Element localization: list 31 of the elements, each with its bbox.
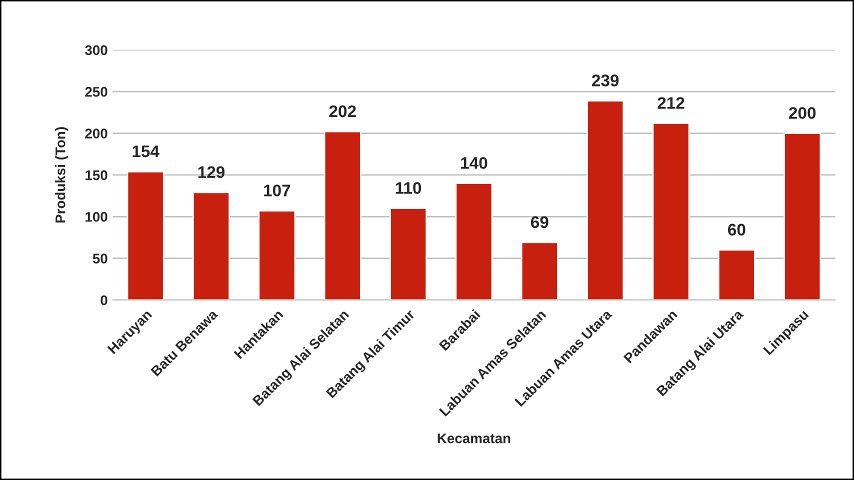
bar — [192, 192, 230, 300]
data-label: 69 — [530, 216, 548, 228]
bar — [258, 210, 296, 300]
y-tick-label: 100 — [86, 212, 108, 222]
y-tick-label: 300 — [85, 45, 108, 56]
bar — [586, 100, 624, 300]
data-label: 200 — [789, 107, 816, 119]
data-label: 202 — [329, 105, 356, 118]
data-label: 239 — [592, 74, 619, 86]
data-label: 107 — [264, 184, 290, 196]
bar — [652, 122, 690, 300]
y-tick-label: 200 — [85, 128, 108, 138]
data-label: 60 — [728, 224, 746, 236]
bar — [455, 182, 493, 300]
bar — [784, 132, 822, 300]
bar — [718, 249, 756, 300]
bar — [390, 208, 428, 300]
y-tick-label: 250 — [85, 86, 108, 97]
bar — [324, 130, 362, 300]
y-tick-label: 0 — [100, 295, 108, 306]
data-label: 129 — [198, 166, 225, 178]
data-label: 110 — [396, 182, 422, 194]
data-label: 212 — [658, 97, 684, 109]
x-axis-title: Kecamatan — [438, 434, 510, 444]
data-label: 140 — [461, 157, 488, 169]
data-label: 154 — [132, 146, 160, 158]
bar — [126, 170, 164, 300]
y-axis-title: Produksi (Ton) — [55, 127, 68, 223]
bar — [520, 242, 558, 300]
y-tick-label: 150 — [86, 170, 108, 180]
y-tick-label: 50 — [92, 254, 108, 264]
